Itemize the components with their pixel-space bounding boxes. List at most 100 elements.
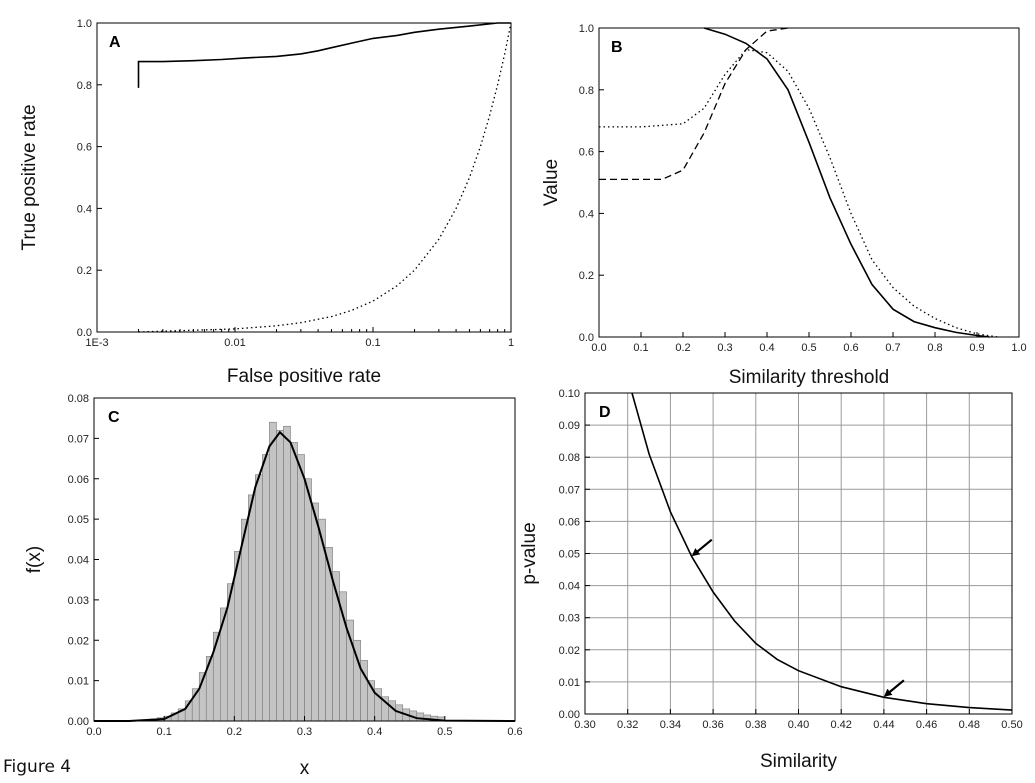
series-line-dashed xyxy=(599,27,789,181)
histogram-bar xyxy=(311,502,319,722)
x-axis-title: Similarity threshold xyxy=(729,367,890,388)
y-axis-title: True positive rate xyxy=(19,104,40,250)
panel-letter-c: C xyxy=(108,409,120,426)
x-tick-label: 0.0 xyxy=(86,726,101,738)
x-tick-label: 0.4 xyxy=(367,726,382,738)
fit-curve-line xyxy=(94,430,516,722)
x-tick-label: 1E-3 xyxy=(85,337,108,349)
y-tick-label: 0.6 xyxy=(579,147,594,159)
panel-letter-b: B xyxy=(611,39,623,56)
series-line-dotted xyxy=(138,22,512,333)
x-tick-label: 0.8 xyxy=(927,342,942,354)
x-tick-label: 1 xyxy=(508,337,514,349)
x-tick-label: 0.42 xyxy=(830,719,851,731)
y-tick-label: 0.02 xyxy=(559,645,580,657)
y-tick-label: 0.09 xyxy=(559,420,580,432)
histogram-bar xyxy=(212,631,221,722)
x-tick-label: 0.4 xyxy=(759,342,774,354)
x-tick-label: 0.48 xyxy=(959,719,980,731)
y-axis-title: f(x) xyxy=(24,546,45,573)
y-tick-label: 0.0 xyxy=(77,327,92,339)
x-tick-label: 0.34 xyxy=(660,719,681,731)
x-tick-label: 0.6 xyxy=(843,342,858,354)
panel-letter-d: D xyxy=(599,404,611,421)
y-tick-label: 0.8 xyxy=(77,80,92,92)
y-tick-label: 0.2 xyxy=(77,265,92,277)
y-tick-label: 0.03 xyxy=(68,595,89,607)
x-tick-label: 0.36 xyxy=(702,719,723,731)
y-tick-label: 0.03 xyxy=(559,613,580,625)
y-tick-label: 0.01 xyxy=(559,677,580,689)
histogram-bar xyxy=(248,494,256,722)
histogram-bar xyxy=(255,474,263,722)
y-tick-label: 1.0 xyxy=(77,18,92,30)
panel-b-threshold-chart: 0.0 0.1 0.2 0.3 0.4 0.5 0.6 0.7 0.8 0.9 1.0 0.0 0.2 0… xyxy=(541,23,1027,388)
y-tick-label: 0.04 xyxy=(68,555,89,567)
x-axis-title: False positive rate xyxy=(227,366,381,387)
series-line-solid xyxy=(703,27,990,338)
x-axis-title: Similarity xyxy=(760,751,838,772)
x-tick-label: 0.44 xyxy=(873,719,894,731)
y-tick-label: 0.08 xyxy=(559,452,580,464)
y-tick-label: 1.0 xyxy=(579,23,594,35)
y-tick-label: 0.00 xyxy=(559,709,580,721)
x-tick-label: 0.40 xyxy=(788,719,809,731)
y-tick-label: 0.0 xyxy=(579,332,594,344)
series-line-solid xyxy=(631,392,1013,711)
y-tick-label: 0.2 xyxy=(579,270,594,282)
panel-letter-a: A xyxy=(109,34,121,51)
figure-caption: Figure 4 xyxy=(3,757,72,777)
x-axis-title: x xyxy=(300,758,310,779)
panel-a-roc-chart: 1E-3 0.01 0.1 1 0.0 0.2 0.4 0.6 0.8 1.0 A False pos… xyxy=(19,18,514,387)
x-tick-label: 0.1 xyxy=(633,342,648,354)
y-tick-label: 0.04 xyxy=(559,581,580,593)
y-tick-label: 0.02 xyxy=(68,635,89,647)
annotation-arrow xyxy=(691,538,713,557)
y-tick-label: 0.06 xyxy=(559,516,580,528)
y-tick-label: 0.10 xyxy=(559,388,580,400)
y-tick-label: 0.07 xyxy=(68,433,89,445)
plot-frame xyxy=(598,27,1020,338)
x-tick-label: 1.0 xyxy=(1011,342,1026,354)
histogram-bar xyxy=(269,421,277,722)
plot-frame xyxy=(96,22,512,333)
x-tick-label: 0.01 xyxy=(224,337,245,349)
y-tick-label: 0.4 xyxy=(77,203,92,215)
y-axis-title: Value xyxy=(541,159,562,206)
y-tick-label: 0.00 xyxy=(68,716,89,728)
histogram-bar xyxy=(276,429,284,722)
histogram-bar xyxy=(241,518,249,722)
x-tick-label: 0.50 xyxy=(1001,719,1022,731)
histogram-bar xyxy=(290,442,298,722)
y-tick-label: 0.07 xyxy=(559,484,580,496)
series-line-dotted xyxy=(599,48,999,338)
y-tick-label: 0.8 xyxy=(579,85,594,97)
x-tick-label: 0.32 xyxy=(617,719,638,731)
x-tick-label: 0.1 xyxy=(365,337,380,349)
x-tick-label: 0.3 xyxy=(297,726,312,738)
histogram-bar xyxy=(262,454,270,722)
y-tick-label: 0.4 xyxy=(579,208,594,220)
x-tick-label: 0.9 xyxy=(969,342,984,354)
y-axis-title: p-value xyxy=(519,522,540,584)
y-tick-label: 0.05 xyxy=(68,514,89,526)
x-tick-label: 0.38 xyxy=(745,719,766,731)
y-tick-label: 0.06 xyxy=(68,474,89,486)
x-tick-label: 0.0 xyxy=(591,342,606,354)
x-tick-label: 0.1 xyxy=(157,726,172,738)
x-tick-label: 0.30 xyxy=(574,719,595,731)
series-line-solid xyxy=(137,22,511,88)
x-tick-label: 0.6 xyxy=(507,726,522,738)
x-tick-label: 0.7 xyxy=(885,342,900,354)
annotation-arrow xyxy=(883,679,905,697)
x-tick-label: 0.5 xyxy=(437,726,452,738)
x-tick-label: 0.46 xyxy=(916,719,937,731)
histogram-bar xyxy=(297,454,305,722)
x-tick-label: 0.2 xyxy=(227,726,242,738)
x-tick-label: 0.5 xyxy=(801,342,816,354)
y-tick-label: 0.01 xyxy=(68,676,89,688)
y-tick-label: 0.6 xyxy=(77,142,92,154)
histogram-bar xyxy=(416,712,425,722)
panel-c-histogram-chart: 0.0 0.1 0.2 0.3 0.4 0.5 0.6 0.00 0.01 0.02 0.03 0.0… xyxy=(24,393,523,779)
